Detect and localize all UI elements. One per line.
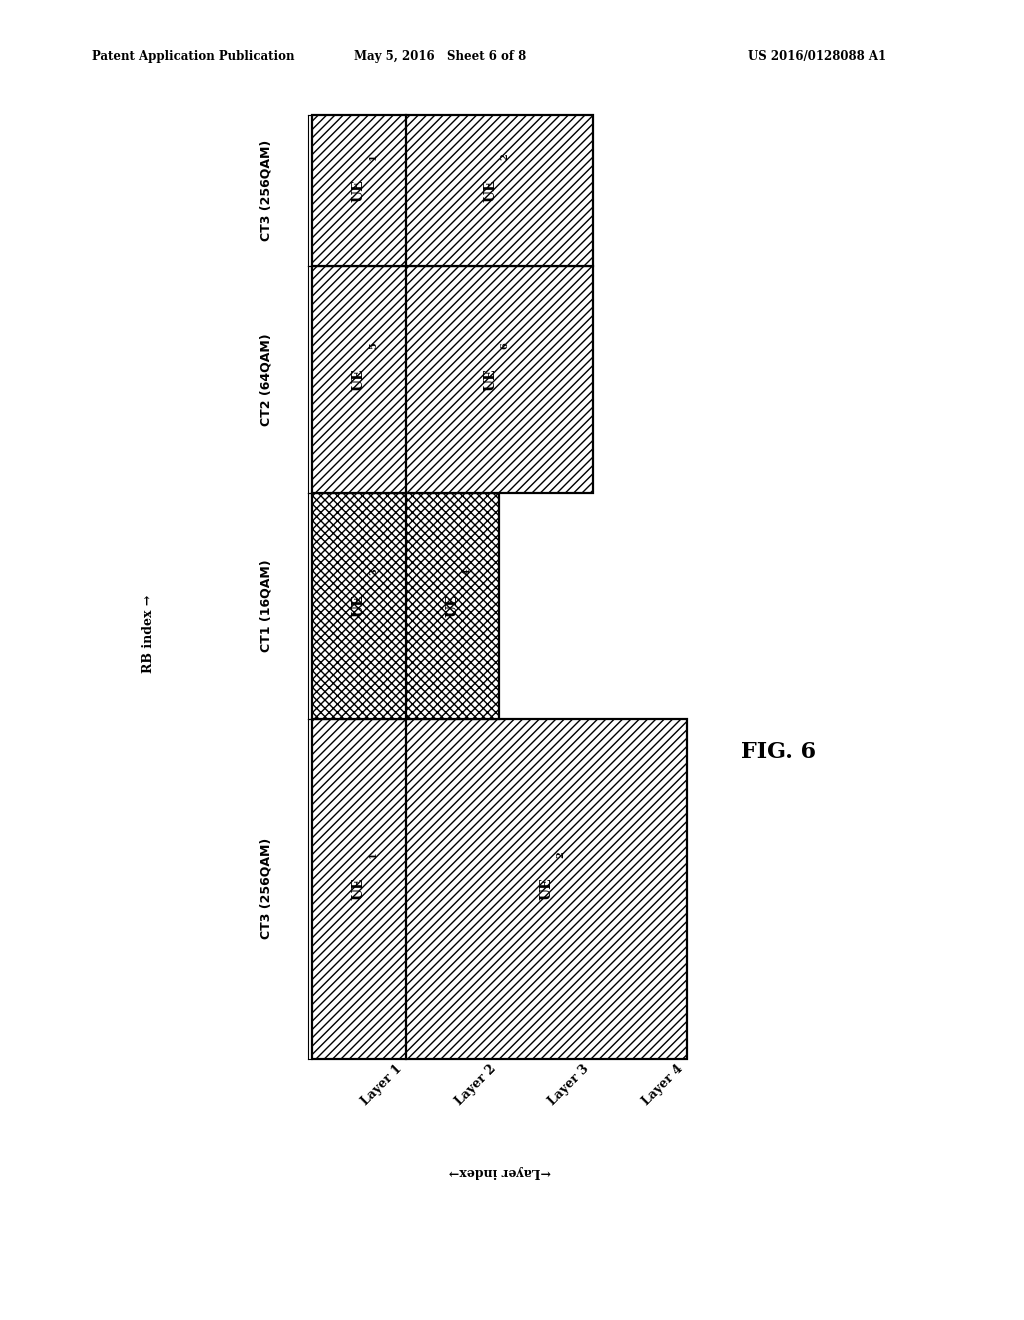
Text: 2: 2	[501, 153, 510, 160]
Text: FIG. 6: FIG. 6	[740, 742, 816, 763]
Text: Layer 3: Layer 3	[546, 1063, 592, 1109]
Text: US 2016/0128088 A1: US 2016/0128088 A1	[748, 50, 886, 63]
Text: Layer 2: Layer 2	[453, 1063, 499, 1109]
Text: 1: 1	[370, 851, 378, 858]
Text: UE: UE	[352, 180, 366, 202]
Text: UE: UE	[352, 594, 366, 618]
Text: UE: UE	[540, 878, 553, 900]
Text: CT3 (256QAM): CT3 (256QAM)	[259, 838, 272, 940]
Text: CT1 (16QAM): CT1 (16QAM)	[259, 560, 272, 652]
Text: CT2 (64QAM): CT2 (64QAM)	[259, 333, 272, 425]
Bar	[312, 492, 500, 719]
Text: UE: UE	[352, 368, 366, 391]
Text: Layer 1: Layer 1	[358, 1063, 404, 1109]
Text: 1: 1	[370, 153, 378, 160]
Text: UE: UE	[445, 594, 460, 618]
Text: ←Layer index→: ←Layer index→	[449, 1166, 551, 1179]
Text: UE: UE	[352, 878, 366, 900]
Text: 6: 6	[501, 342, 510, 348]
Bar	[312, 115, 593, 267]
Text: CT3 (256QAM): CT3 (256QAM)	[259, 140, 272, 242]
Text: May 5, 2016   Sheet 6 of 8: May 5, 2016 Sheet 6 of 8	[354, 50, 526, 63]
Text: Layer 4: Layer 4	[640, 1063, 686, 1109]
Text: 5: 5	[370, 342, 378, 348]
Text: Patent Application Publication: Patent Application Publication	[92, 50, 295, 63]
Text: 4: 4	[463, 569, 472, 576]
Text: UE: UE	[483, 368, 497, 391]
Text: 2: 2	[557, 851, 566, 858]
Text: RB index →: RB index →	[142, 594, 155, 673]
Text: UE: UE	[483, 180, 497, 202]
Bar	[312, 719, 687, 1059]
Text: 3: 3	[370, 569, 378, 576]
Bar	[312, 267, 593, 492]
